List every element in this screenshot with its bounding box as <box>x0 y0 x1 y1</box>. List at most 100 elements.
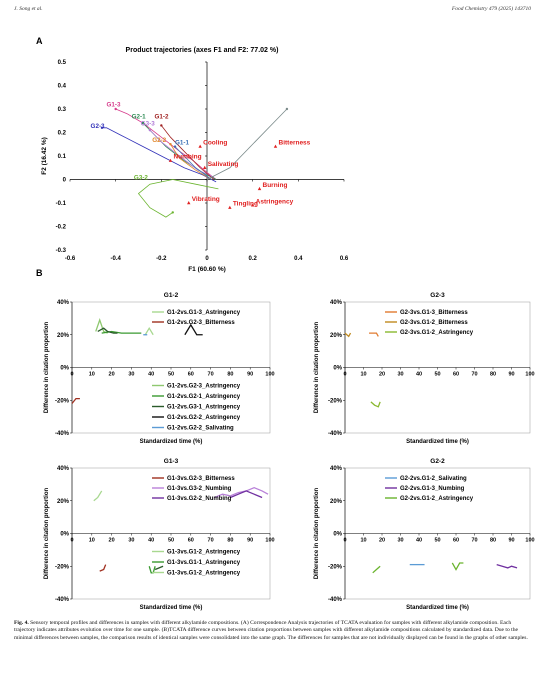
legend-label-G1-3vs.G1-2_Astringency: G1-3vs.G1-2_Astringency <box>167 550 241 556</box>
trajectory-end-G2-2 <box>169 143 172 146</box>
panel-b-y-tick-label: -20% <box>55 398 70 404</box>
panel-b-y-tick-label: 40% <box>57 300 70 306</box>
trajectory-G2-3 <box>101 127 217 183</box>
attribute-label-Bitterness: Bitterness <box>279 140 311 147</box>
panel-b-x-tick-label: 70 <box>208 372 214 378</box>
panel-b-x-tick-label: 30 <box>397 372 403 378</box>
sample-label-G2-3: G2-3 <box>91 123 105 130</box>
panel-b-x-tick-label: 100 <box>525 538 534 544</box>
sample-label-G2-1: G2-1 <box>132 113 146 120</box>
panel-b-y-tick-label: 20% <box>57 499 70 505</box>
panel-a-x-tick-label: 0.6 <box>340 256 349 262</box>
panel-b-x-tick-label: 90 <box>508 372 514 378</box>
panel-a-y-tick-label: 0.3 <box>58 107 67 113</box>
legend-label-G1-3vs.G1-1_Astringency: G1-3vs.G1-1_Astringency <box>167 560 241 566</box>
panel-b-x-tick-label: 40 <box>148 538 154 544</box>
panel-b-x-tick-label: 40 <box>416 372 422 378</box>
legend-label-G2-3vs.G1-2_Astringency: G2-3vs.G1-2_Astringency <box>400 330 474 336</box>
panel-b-x-tick-label: 10 <box>89 372 95 378</box>
panel-a-y-tick-label: -0.3 <box>56 248 67 254</box>
panel-b-x-tick-label: 20 <box>379 538 385 544</box>
sample-label-G3-2: G3-2 <box>134 175 148 182</box>
legend-label-G2-2vs.G1-2_Salivating: G2-2vs.G1-2_Salivating <box>400 476 467 482</box>
attribute-marker-Vibrating <box>187 201 191 205</box>
panel-a-x-tick-label: 0.4 <box>294 256 303 262</box>
panel-b-x-tick-label: 40 <box>416 538 422 544</box>
panel-b-y-tick-label: 0% <box>60 366 69 372</box>
panel-b-x-tick-label: 30 <box>128 538 134 544</box>
trajectory-G1-2 <box>161 125 215 180</box>
legend-label-G1-2vs.G2-1_Astringency: G1-2vs.G2-1_Astringency <box>167 394 241 400</box>
trajectory-end-G2-1 <box>141 121 145 125</box>
panel-b-x-tick-label: 80 <box>490 372 496 378</box>
attribute-label-Cooling: Cooling <box>203 140 227 147</box>
panel-b-x-tick-label: 60 <box>188 372 194 378</box>
panel-b-x-tick-label: 50 <box>434 538 440 544</box>
panel-b-x-tick-label: 40 <box>148 372 154 378</box>
running-header-left: J. Song et al. <box>14 6 43 12</box>
diff-curve-G1-2vs.G2-2_Astringency <box>184 323 203 336</box>
trajectory-end-G3-1 <box>285 107 289 111</box>
legend-label-G1-2vs.G1-3_Astringency: G1-2vs.G1-3_Astringency <box>167 310 241 316</box>
panel-a-x-tick-label: -0.4 <box>110 256 121 262</box>
panel-b-y-tick-label: 0% <box>60 532 69 538</box>
panel-b-x-tick-label: 0 <box>343 372 346 378</box>
panel-a-x-tick-label: -0.2 <box>156 256 167 262</box>
legend-label-G1-2vs.G2-3_Astringency: G1-2vs.G2-3_Astringency <box>167 384 241 390</box>
trajectory-end-G1-3 <box>114 107 117 111</box>
trajectory-end-G2-3 <box>100 126 104 129</box>
panel-b-x-tick-label: 90 <box>247 538 253 544</box>
panel-b-y-tick-label: -40% <box>55 597 70 603</box>
panel-b-title-G1-3: G1-3 <box>164 458 179 465</box>
trajectory-G3-1 <box>206 108 288 180</box>
panel-a-letter: A <box>36 36 43 46</box>
panel-b-x-tick-label: 30 <box>397 538 403 544</box>
panel-b-y-tick-label: 20% <box>330 333 343 339</box>
panel-b-x-tick-label: 90 <box>508 538 514 544</box>
panel-a-x-label: F1 (60.60 %) <box>188 266 226 273</box>
trajectory-G1-1 <box>174 146 212 180</box>
panel-b-x-tick-label: 70 <box>471 538 477 544</box>
panel-b-title-G2-3: G2-3 <box>430 292 445 299</box>
panel-b-x-tick-label: 20 <box>109 372 115 378</box>
diff-curve-G1-2vs.G3-1_Astringency <box>97 327 118 334</box>
panel-b-title-G2-2: G2-2 <box>430 458 445 465</box>
panel-a-y-tick-label: 0 <box>63 178 67 184</box>
trajectory-end-G1-1 <box>173 145 177 148</box>
diff-curve-G1-3vs.G3-2_Numbing <box>214 486 269 499</box>
panel-b-x-tick-label: 70 <box>208 538 214 544</box>
panel-b-y-tick-label: 0% <box>333 366 342 372</box>
panel-a-x-tick-label: 0.2 <box>248 256 257 262</box>
panel-b-x-tick-label: 0 <box>343 538 346 544</box>
panel-b-x-tick-label: 100 <box>265 538 274 544</box>
panel-a-y-tick-label: 0.4 <box>58 84 67 90</box>
panel-b-y-label: Difference in citation proportion <box>44 322 50 414</box>
diff-curve-G2-2vs.G1-2_Astringency <box>372 565 381 574</box>
diff-curve-G1-3vs.G2-3_Bitterness <box>99 564 107 572</box>
panel-b-y-tick-label: -20% <box>328 564 343 570</box>
panel-a-x-tick-label: 0 <box>205 256 209 262</box>
panel-b-x-tick-label: 50 <box>434 372 440 378</box>
panel-b-y-tick-label: 20% <box>57 333 70 339</box>
legend-label-G1-2vs.G3-1_Astringency: G1-2vs.G3-1_Astringency <box>167 405 241 411</box>
running-header-right: Food Chemistry 479 (2025) 143710 <box>451 6 531 12</box>
panel-b-x-tick-label: 50 <box>168 538 174 544</box>
trajectory-end-G3-2 <box>171 211 174 214</box>
panel-b-y-tick-label: 40% <box>330 466 343 472</box>
panel-a-y-tick-label: -0.1 <box>56 201 67 207</box>
panel-a-x-tick-label: -0.6 <box>65 256 76 262</box>
diff-curve-G2-3vs.G1-2_Astringency <box>370 401 381 408</box>
legend-label-G1-2vs.G2-3_Bitterness: G1-2vs.G2-3_Bitterness <box>167 320 235 326</box>
panel-b-y-tick-label: 0% <box>333 532 342 538</box>
attribute-marker-Numbing <box>168 158 173 162</box>
panel-b-x-tick-label: 90 <box>247 372 253 378</box>
panel-b-x-label: Standardized time (%) <box>406 439 469 445</box>
panel-b-x-label: Standardized time (%) <box>140 605 203 611</box>
panel-b-x-tick-label: 20 <box>379 372 385 378</box>
panel-b-letter: B <box>36 268 43 278</box>
panel-b-x-tick-label: 0 <box>70 372 73 378</box>
panel-b-x-tick-label: 30 <box>128 372 134 378</box>
legend-label-G2-3vs.G1-2_Bitterness: G2-3vs.G1-2_Bitterness <box>400 320 468 326</box>
diff-curve-G1-3vs.G1-2_Astringency <box>93 490 103 502</box>
